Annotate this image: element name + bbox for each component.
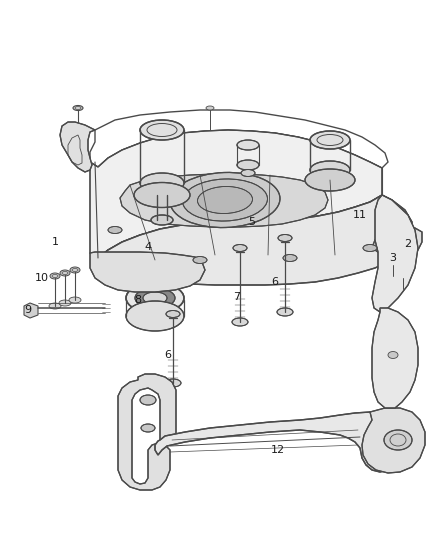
Text: 5: 5 bbox=[248, 217, 255, 227]
Ellipse shape bbox=[384, 430, 412, 450]
Text: 12: 12 bbox=[271, 445, 285, 455]
Ellipse shape bbox=[198, 187, 252, 214]
Ellipse shape bbox=[278, 235, 292, 241]
Ellipse shape bbox=[170, 173, 280, 228]
Ellipse shape bbox=[166, 311, 180, 318]
Text: 6: 6 bbox=[272, 277, 279, 287]
Ellipse shape bbox=[69, 297, 81, 303]
Text: 8: 8 bbox=[134, 295, 141, 305]
Ellipse shape bbox=[140, 173, 184, 193]
Polygon shape bbox=[372, 195, 418, 312]
Ellipse shape bbox=[50, 273, 60, 279]
Text: 10: 10 bbox=[35, 273, 49, 283]
Polygon shape bbox=[155, 412, 402, 472]
Ellipse shape bbox=[140, 395, 156, 405]
Ellipse shape bbox=[59, 300, 71, 306]
Ellipse shape bbox=[388, 259, 398, 265]
Ellipse shape bbox=[283, 254, 297, 262]
Ellipse shape bbox=[241, 169, 255, 176]
Polygon shape bbox=[362, 408, 425, 473]
Ellipse shape bbox=[70, 267, 80, 273]
Ellipse shape bbox=[60, 270, 70, 276]
Ellipse shape bbox=[193, 256, 207, 263]
Ellipse shape bbox=[135, 288, 175, 308]
Ellipse shape bbox=[108, 227, 122, 233]
Ellipse shape bbox=[126, 283, 184, 313]
Polygon shape bbox=[90, 252, 205, 292]
Polygon shape bbox=[120, 174, 328, 227]
Ellipse shape bbox=[310, 131, 350, 149]
Ellipse shape bbox=[73, 106, 83, 110]
Text: 9: 9 bbox=[25, 305, 32, 315]
Ellipse shape bbox=[141, 424, 155, 432]
Ellipse shape bbox=[143, 292, 167, 304]
Ellipse shape bbox=[134, 182, 190, 207]
Polygon shape bbox=[90, 130, 382, 258]
Text: 6: 6 bbox=[165, 350, 172, 360]
Ellipse shape bbox=[233, 245, 247, 252]
Ellipse shape bbox=[232, 318, 248, 326]
Ellipse shape bbox=[305, 169, 355, 191]
Ellipse shape bbox=[310, 161, 350, 179]
Text: 4: 4 bbox=[145, 242, 152, 252]
Text: 1: 1 bbox=[52, 237, 59, 247]
Ellipse shape bbox=[237, 160, 259, 170]
Ellipse shape bbox=[140, 120, 184, 140]
Text: 7: 7 bbox=[233, 292, 240, 302]
Polygon shape bbox=[60, 122, 95, 172]
Ellipse shape bbox=[384, 240, 392, 246]
Polygon shape bbox=[118, 374, 176, 490]
Polygon shape bbox=[98, 195, 412, 285]
Text: 2: 2 bbox=[404, 239, 412, 249]
Ellipse shape bbox=[277, 308, 293, 316]
Polygon shape bbox=[372, 308, 418, 408]
Text: 11: 11 bbox=[353, 210, 367, 220]
Ellipse shape bbox=[237, 140, 259, 150]
Ellipse shape bbox=[49, 303, 61, 309]
Ellipse shape bbox=[398, 272, 408, 278]
Ellipse shape bbox=[165, 379, 181, 387]
Polygon shape bbox=[373, 228, 422, 257]
Polygon shape bbox=[115, 257, 186, 289]
Polygon shape bbox=[24, 303, 38, 318]
Text: 3: 3 bbox=[389, 253, 396, 263]
Ellipse shape bbox=[388, 351, 398, 359]
Ellipse shape bbox=[363, 245, 377, 252]
Ellipse shape bbox=[183, 179, 268, 221]
Ellipse shape bbox=[151, 215, 173, 225]
Ellipse shape bbox=[206, 106, 214, 110]
Ellipse shape bbox=[126, 301, 184, 331]
